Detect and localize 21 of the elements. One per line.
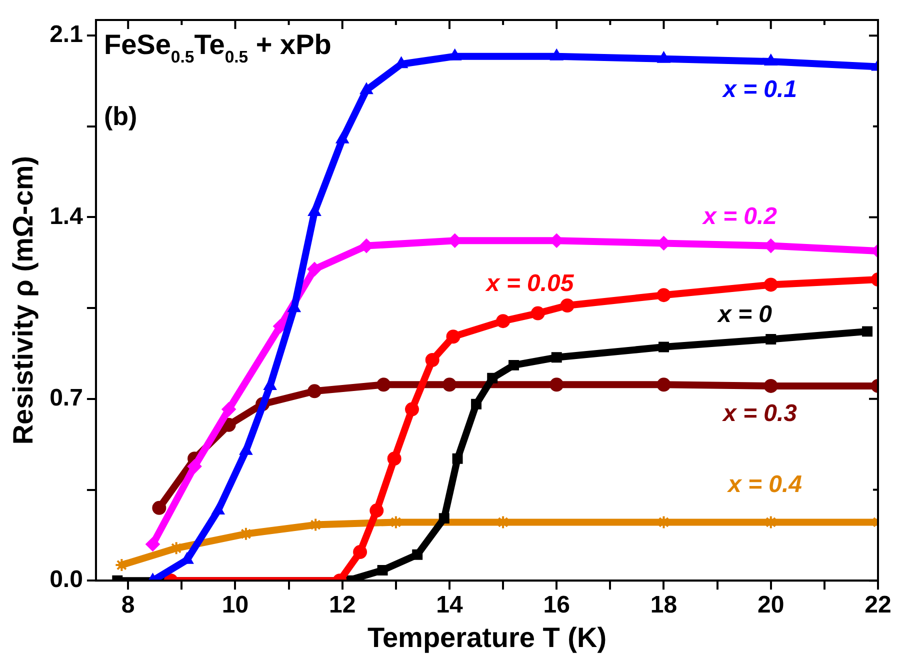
x-tick-label: 10 <box>222 592 249 619</box>
series-label: x = 0.2 <box>700 203 778 230</box>
x-tick-label: 18 <box>650 592 678 619</box>
x-tick-label: 14 <box>436 592 464 619</box>
y-tick-label: 2.1 <box>50 21 83 48</box>
series-label: x = 0.05 <box>484 270 574 297</box>
y-tick-label: 0.7 <box>50 384 83 412</box>
annotation: (b) <box>104 101 138 131</box>
y-tick-label: 1.4 <box>50 202 84 230</box>
y-axis-title: Resistivity ρ (mΩ-cm) <box>8 156 39 445</box>
series-label: x = 0 <box>716 301 773 328</box>
series-label: x = 0.3 <box>720 400 798 427</box>
series-label: x = 0.1 <box>720 76 798 103</box>
y-tick-label: 0.0 <box>50 566 83 594</box>
x-axis-title: Temperature T (K) <box>367 622 607 653</box>
series-label: x = 0.4 <box>726 471 802 498</box>
x-tick-label: 22 <box>864 592 892 619</box>
x-tick-label: 16 <box>543 592 570 619</box>
x-tick-label: 20 <box>758 592 784 619</box>
x-tick-label: 12 <box>329 592 356 619</box>
x-tick-label: 8 <box>121 592 135 619</box>
